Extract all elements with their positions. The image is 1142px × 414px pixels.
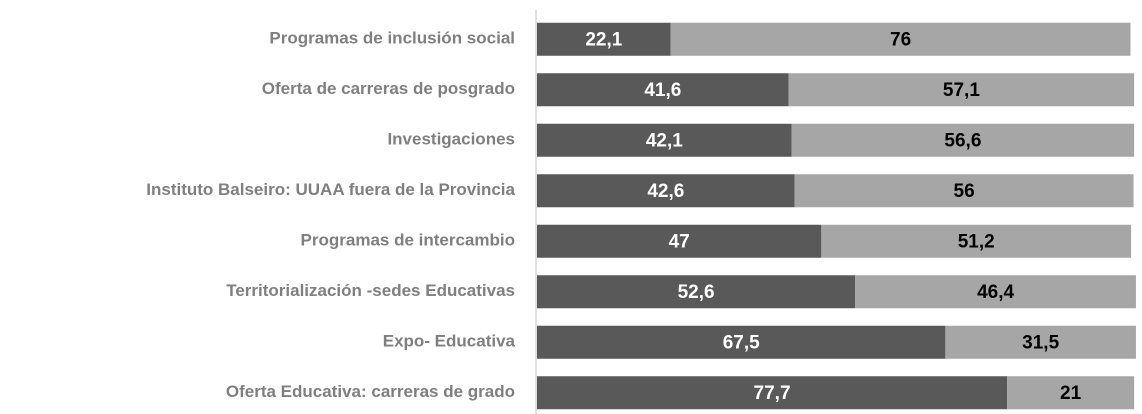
category-label: Investigaciones <box>387 130 515 149</box>
data-label: 57,1 <box>943 80 980 101</box>
category-label: Programas de inclusión social <box>269 29 515 48</box>
category-label: Expo- Educativa <box>383 332 516 351</box>
data-label: 46,4 <box>977 282 1014 303</box>
data-label: 52,6 <box>678 282 715 303</box>
category-label: Programas de intercambio <box>301 231 515 250</box>
category-label: Oferta Educativa: carreras de grado <box>226 382 515 401</box>
bar-segment <box>670 22 1131 56</box>
bar-segment <box>537 174 795 208</box>
data-label: 67,5 <box>723 332 760 353</box>
data-label: 47 <box>669 231 690 252</box>
data-label: 56,6 <box>944 130 981 151</box>
bar-segment <box>537 376 1008 410</box>
bar-segment <box>821 224 1132 258</box>
bar-segment <box>537 22 671 56</box>
bar-segment <box>794 174 1134 208</box>
data-label: 21 <box>1060 383 1082 404</box>
bar-segment <box>537 275 856 309</box>
bar-segment <box>1007 376 1135 410</box>
bar-segment <box>537 123 792 157</box>
data-label: 42,1 <box>646 130 683 151</box>
bar-segment <box>537 224 822 258</box>
data-label: 56 <box>954 181 975 202</box>
data-label: 22,1 <box>585 29 622 50</box>
data-label: 76 <box>890 29 911 50</box>
data-label: 42,6 <box>647 181 684 202</box>
bar-segment <box>537 325 946 359</box>
data-label: 31,5 <box>1022 332 1059 353</box>
category-label: Oferta de carreras de posgrado <box>262 79 515 98</box>
data-label: 51,2 <box>958 231 995 252</box>
bar-segment <box>537 73 789 107</box>
data-label: 77,7 <box>754 383 791 404</box>
bar-segment <box>788 73 1135 107</box>
bar-segment <box>945 325 1136 359</box>
bar-segment <box>855 275 1136 309</box>
data-label: 41,6 <box>644 80 681 101</box>
category-label: Territorialización -sedes Educativas <box>226 281 515 300</box>
category-label: Instituto Balseiro: UUAA fuera de la Pro… <box>146 180 515 199</box>
bar-segment <box>791 123 1135 157</box>
